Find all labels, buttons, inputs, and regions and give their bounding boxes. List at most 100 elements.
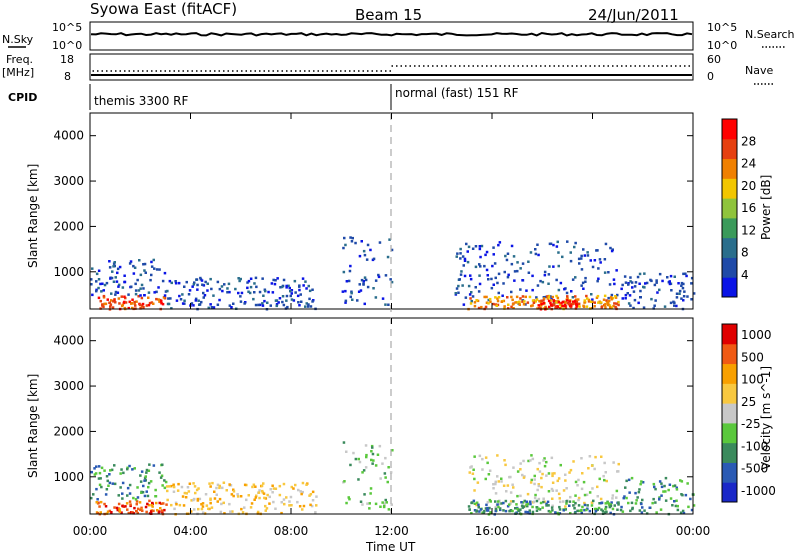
heatmap-cell [153, 291, 156, 294]
heatmap-cell [130, 285, 133, 288]
heatmap-cell [586, 504, 589, 507]
heatmap-cell [387, 303, 390, 306]
heatmap-cell [121, 504, 124, 508]
heatmap-cell [253, 291, 256, 294]
heatmap-cell [287, 284, 290, 288]
heatmap-cell [555, 301, 558, 304]
heatmap-cell [570, 304, 573, 307]
heatmap-cell [136, 486, 139, 489]
heatmap-cell [133, 302, 136, 305]
heatmap-cell [683, 290, 686, 293]
heatmap-cell [521, 504, 524, 507]
heatmap-cell [620, 287, 623, 291]
heatmap-cell [194, 491, 197, 495]
heatmap-cell [489, 511, 492, 514]
heatmap-cell [612, 461, 615, 464]
heatmap-cell [479, 255, 482, 259]
heatmap-cell [282, 278, 286, 282]
heatmap-cell [611, 248, 614, 251]
heatmap-cell [218, 497, 222, 501]
heatmap-cell [474, 286, 477, 289]
heatmap-cell [492, 483, 495, 486]
heatmap-cell [480, 305, 483, 309]
heatmap-cell [136, 507, 140, 511]
heatmap-cell [564, 505, 567, 508]
heatmap-cell [638, 272, 642, 276]
heatmap-cell [554, 511, 557, 514]
heatmap-cell [137, 289, 141, 292]
heatmap-cell [97, 477, 101, 480]
heatmap-cell [580, 457, 583, 460]
power-heatmap [90, 236, 696, 311]
heatmap-cell [541, 280, 545, 284]
heatmap-cell [485, 295, 488, 299]
heatmap-cell [596, 294, 600, 298]
heatmap-cell [197, 299, 200, 302]
heatmap-cell [126, 466, 129, 470]
heatmap-cell [478, 282, 482, 286]
heatmap-cell [584, 280, 587, 283]
heatmap-cell [664, 490, 667, 493]
heatmap-cell [639, 482, 642, 486]
heatmap-cell [166, 302, 170, 306]
heatmap-cell [575, 305, 578, 308]
heatmap-cell [528, 295, 532, 299]
heatmap-cell [201, 502, 205, 505]
heatmap-cell [147, 303, 151, 307]
heatmap-cell [117, 283, 121, 287]
heatmap-cell [116, 508, 119, 512]
heatmap-cell [308, 494, 311, 497]
heatmap-cell [566, 295, 569, 298]
heatmap-cell [290, 485, 293, 489]
heatmap-cell [199, 276, 202, 280]
heatmap-cell [603, 511, 607, 514]
heatmap-cell [365, 258, 369, 261]
heatmap-cell [538, 470, 542, 473]
heatmap-cell [139, 307, 142, 310]
heatmap-cell [484, 305, 488, 309]
heatmap-cell [574, 494, 577, 497]
heatmap-cell [152, 302, 155, 305]
heatmap-cell [554, 300, 557, 303]
heatmap-cell [620, 505, 623, 509]
heatmap-cell [602, 474, 605, 478]
heatmap-cell [471, 472, 475, 475]
heatmap-cell [129, 504, 132, 508]
heatmap-cell [365, 453, 368, 457]
heatmap-cell [536, 243, 539, 246]
heatmap-cell [675, 296, 679, 299]
colorbar-swatch [722, 138, 737, 160]
heatmap-cell [169, 297, 172, 300]
heatmap-cell [596, 485, 599, 489]
heatmap-cell [477, 503, 480, 507]
heatmap-cell [216, 280, 220, 284]
ytick-label: 3000 [53, 379, 84, 393]
heatmap-cell [617, 300, 620, 304]
heatmap-cell [633, 298, 637, 302]
heatmap-cell [141, 302, 145, 306]
heatmap-cell [527, 459, 530, 463]
heatmap-cell [461, 255, 465, 258]
heatmap-cell [525, 503, 528, 506]
heatmap-cell [672, 484, 675, 488]
heatmap-cell [354, 241, 357, 245]
heatmap-cell [485, 509, 489, 512]
heatmap-cell [104, 302, 108, 306]
heatmap-cell [200, 300, 203, 304]
heatmap-cell [475, 501, 479, 504]
heatmap-cell [559, 281, 563, 285]
heatmap-cell [676, 508, 680, 512]
heatmap-cell [390, 280, 394, 284]
heatmap-cell [562, 489, 566, 492]
heatmap-cell [182, 504, 186, 507]
heatmap-cell [529, 502, 532, 506]
heatmap-cell [492, 302, 495, 306]
heatmap-cell [349, 295, 352, 299]
heatmap-cell [181, 495, 185, 498]
heatmap-cell [515, 301, 519, 304]
heatmap-cell [305, 302, 308, 305]
heatmap-cell [239, 495, 243, 498]
heatmap-cell [307, 303, 310, 306]
heatmap-cell [163, 508, 166, 512]
heatmap-cell [101, 303, 104, 306]
